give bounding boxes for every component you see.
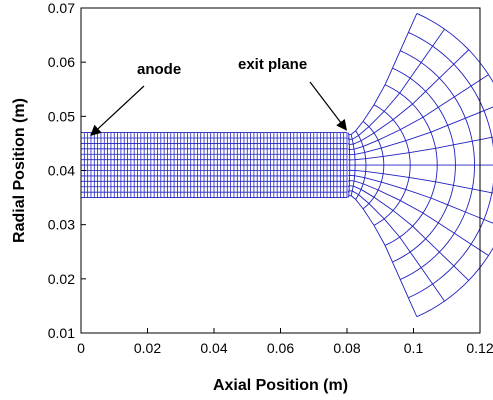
plume-ring	[348, 134, 351, 196]
y-tick-label: 0.05	[48, 108, 75, 124]
plume-spoke	[347, 49, 470, 145]
plume-ring	[392, 67, 456, 263]
x-tick-label: 0	[77, 340, 85, 356]
plume-ring	[408, 32, 493, 299]
y-tick-label: 0.01	[48, 325, 75, 341]
plume-ring	[416, 13, 493, 318]
annotation-label: anode	[137, 61, 181, 78]
x-axis-label: Axial Position (m)	[213, 377, 348, 394]
x-tick-label: 0.08	[333, 340, 360, 356]
annotations: anode exit plane	[90, 56, 347, 137]
annotation-arrow	[90, 85, 145, 137]
x-tick-label: 0.06	[267, 340, 294, 356]
plume-ring	[362, 121, 385, 210]
x-tick-label: 0.12	[466, 340, 493, 356]
mesh-grid	[80, 13, 493, 318]
plume-spoke	[347, 195, 418, 317]
annotation-label: exit plane	[238, 56, 307, 73]
plume-ring	[384, 84, 438, 246]
y-axis-label: Radial Position (m)	[11, 98, 28, 243]
y-axis-ticks: 0.07 0.06 0.05 0.04 0.03 0.02 0.01	[48, 0, 86, 341]
y-tick-label: 0.07	[48, 0, 75, 16]
plume-spoke	[347, 185, 470, 281]
plume-ring	[350, 134, 356, 196]
annotation-arrow	[309, 81, 347, 131]
y-tick-label: 0.06	[48, 54, 75, 70]
plume-ring	[373, 104, 411, 226]
y-tick-label: 0.03	[48, 217, 75, 233]
y-tick-label: 0.02	[48, 271, 75, 287]
x-axis-ticks: 0 0.02 0.04 0.06 0.08 0.1 0.12	[77, 328, 493, 356]
x-tick-label: 0.02	[134, 340, 161, 356]
y-tick-label: 0.04	[48, 163, 75, 179]
plume-ring	[400, 50, 476, 280]
plume-spoke	[347, 13, 418, 135]
x-tick-label: 0.04	[200, 340, 227, 356]
plume-ring	[355, 130, 367, 200]
x-tick-label: 0.1	[404, 340, 424, 356]
